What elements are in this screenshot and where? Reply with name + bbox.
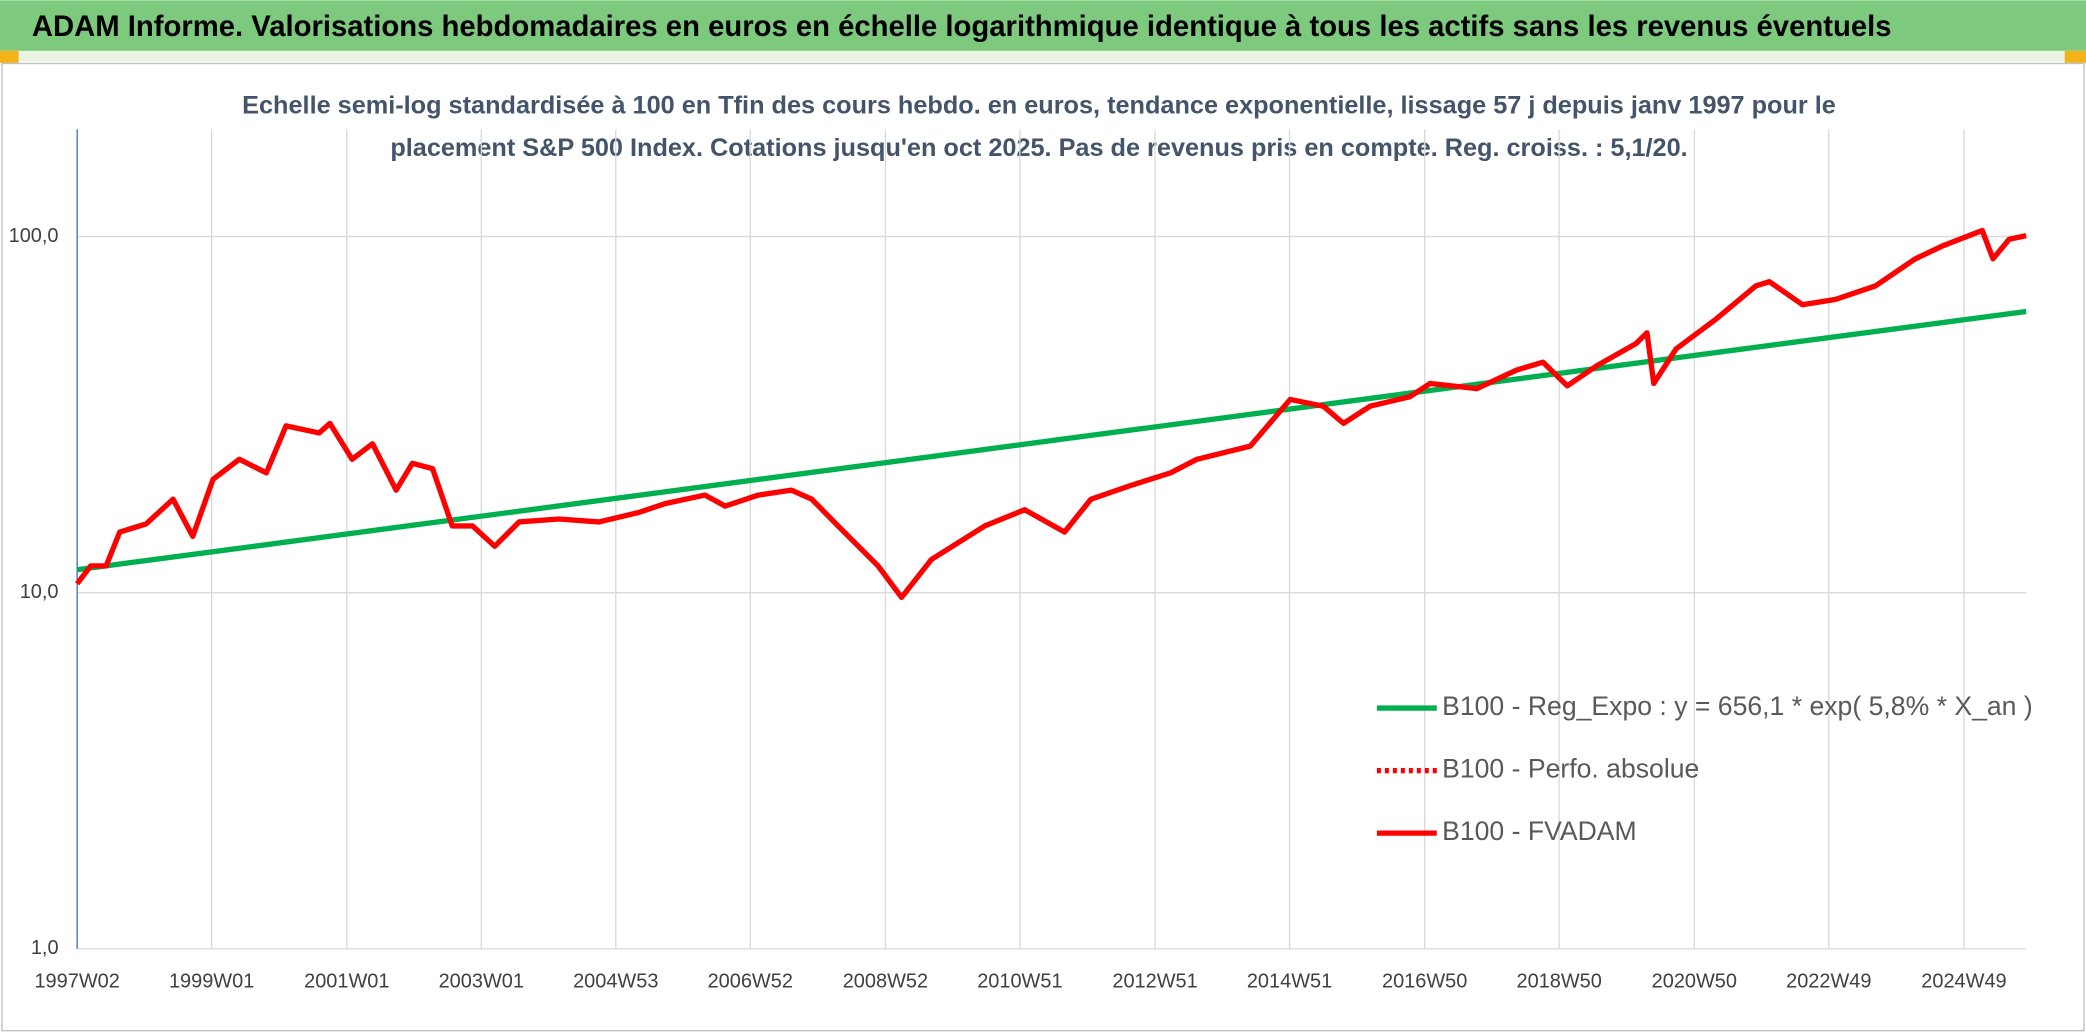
x-tick-label: 2024W49 <box>1921 970 2006 992</box>
corner-right <box>2064 50 2086 63</box>
x-tick-label: 2018W50 <box>1516 970 1601 992</box>
subtitle: Echelle semi-log standardisée à 100 en T… <box>242 91 1836 119</box>
x-tick-label: 1997W02 <box>34 970 119 992</box>
legend-label: B100 - Reg_Expo : y = 656,1 * exp( 5,8% … <box>1442 691 2033 721</box>
subtitle: placement S&P 500 Index. Cotations jusqu… <box>390 134 1687 162</box>
y-tick-label: 10,0 <box>20 581 59 603</box>
x-tick-label: 2022W49 <box>1786 970 1871 992</box>
x-tick-label: 2006W52 <box>708 970 793 992</box>
x-tick-label: 2001W01 <box>304 970 389 992</box>
x-tick-label: 2010W51 <box>977 970 1062 992</box>
header-gap <box>0 50 2086 62</box>
header-band <box>0 0 2086 51</box>
header-title: ADAM Informe. Valorisations hebdomadaire… <box>32 11 1892 43</box>
legend-label: B100 - FVADAM <box>1442 816 1637 846</box>
chart-frame <box>1 62 2085 1032</box>
corner-left <box>0 50 19 63</box>
y-tick-label: 100,0 <box>9 225 59 247</box>
series-line <box>76 308 2027 573</box>
legend-label: B100 - Perfo. absolue <box>1442 754 1699 784</box>
y-tick-label: 1,0 <box>31 937 59 959</box>
x-tick-label: 2008W52 <box>843 970 928 992</box>
x-tick-label: 1999W01 <box>169 970 254 992</box>
x-tick-label: 2014W51 <box>1247 970 1332 992</box>
x-tick-label: 2012W51 <box>1112 970 1197 992</box>
x-tick-label: 2004W53 <box>573 970 658 992</box>
x-tick-label: 2016W50 <box>1382 970 1467 992</box>
series-line <box>75 227 2027 601</box>
x-tick-label: 2020W50 <box>1652 970 1737 992</box>
x-tick-label: 2003W01 <box>439 970 524 992</box>
